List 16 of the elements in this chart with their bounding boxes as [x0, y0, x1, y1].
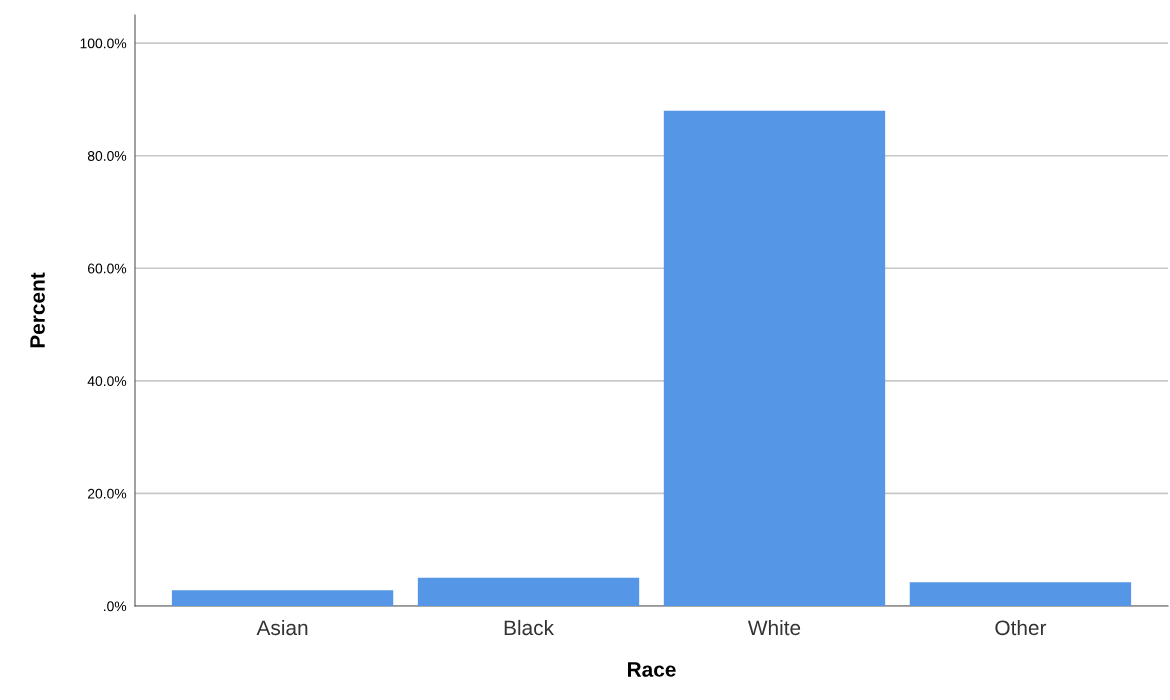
bar	[417, 577, 640, 606]
bar	[663, 110, 886, 606]
x-tick-label: Asian	[256, 619, 308, 636]
x-tick-label: Black	[504, 619, 555, 636]
y-axis-title: Percent	[30, 272, 45, 348]
y-tick-label: 80.0%	[87, 151, 127, 161]
bar	[171, 590, 394, 606]
y-tick-label: 20.0%	[87, 488, 127, 499]
y-tick-label: 40.0%	[87, 376, 127, 387]
x-axis-title: Race	[627, 662, 676, 677]
bar	[909, 582, 1132, 606]
x-tick-label: Other	[995, 619, 1047, 636]
y-tick-label: 100.0%	[80, 38, 127, 49]
x-tick-label: White	[747, 619, 801, 636]
y-tick-label: .0%	[104, 601, 127, 612]
y-tick-label: 60.0%	[87, 263, 127, 274]
